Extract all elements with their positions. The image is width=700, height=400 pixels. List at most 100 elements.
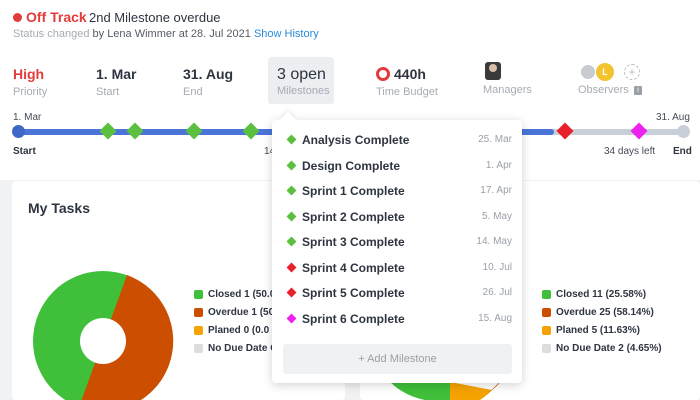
milestones-label: Milestones [277, 85, 330, 97]
milestone-name: Sprint 6 Complete [302, 311, 405, 326]
legend-item[interactable]: Closed 11 (25.58%) [542, 285, 662, 303]
legend-label: No Due Date 2 (4.65%) [556, 342, 662, 354]
milestone-name: Analysis Complete [302, 133, 410, 147]
milestone-date: 10. Jul [482, 261, 512, 273]
legend-swatch [542, 307, 551, 317]
milestone-name: Sprint 1 Complete [302, 184, 405, 198]
milestone-item-sprint-6[interactable]: Sprint 6 Complete 15. Aug [272, 307, 522, 332]
milestone-date: 17. Apr [480, 185, 512, 196]
manager-avatar[interactable] [485, 62, 501, 80]
milestone-item-analysis[interactable]: Analysis Complete 25. Mar [272, 128, 522, 153]
milestone-item-sprint-4[interactable]: Sprint 4 Complete 10. Jul [272, 256, 522, 281]
observer-avatar[interactable] [580, 64, 596, 80]
timeline-start-marker [12, 125, 25, 138]
observer-initial-avatar[interactable]: L [596, 63, 614, 81]
milestone-item-sprint-1[interactable]: Sprint 1 Complete 17. Apr [272, 179, 522, 204]
add-milestone-button[interactable]: + Add Milestone [283, 344, 512, 374]
kpi-milestones[interactable]: 3 open Milestones [268, 57, 334, 104]
kpi-start[interactable]: 1. Mar Start [96, 66, 136, 98]
legend-swatch [542, 343, 551, 353]
start-label: Start [96, 86, 120, 98]
legend-swatch [194, 289, 203, 299]
pie-slice-closed[interactable] [390, 382, 450, 400]
legend-swatch [542, 289, 551, 299]
milestone-diamond-icon [286, 211, 297, 221]
legend-label: Overdue 1 (50. [208, 306, 272, 318]
milestone-name: Design Complete [302, 158, 401, 173]
milestone-diamond-icon [286, 160, 297, 170]
days-left-label: 34 days left [604, 146, 656, 157]
info-icon[interactable]: i [634, 86, 642, 95]
milestone-name: Sprint 4 Complete [302, 260, 405, 275]
milestone-date: 14. May [476, 236, 512, 247]
status-label[interactable]: Off Track [26, 9, 87, 25]
pie-slice-planed[interactable] [450, 382, 492, 400]
milestone-diamond-icon [286, 262, 297, 272]
legend-swatch [194, 325, 203, 335]
legend-item[interactable]: Planed 5 (11.63%) [542, 321, 662, 339]
time-budget-ring-icon [376, 67, 390, 81]
milestone-date: 25. Mar [478, 134, 512, 145]
legend-label: No Due Date C [208, 342, 272, 354]
timeline-remaining-bar [548, 129, 685, 135]
milestones-dropdown: Analysis Complete 25. Mar Design Complet… [272, 120, 522, 383]
kpi-managers: Managers [483, 84, 532, 96]
timeline-end-date: 31. Aug [656, 112, 690, 123]
pie-slice-overdue[interactable] [79, 275, 174, 400]
milestone-name: Sprint 2 Complete [302, 209, 405, 224]
legend-item[interactable]: No Due Date C [194, 339, 272, 357]
tasks-summary-legend: Closed 11 (25.58%) Overdue 25 (58.14%) P… [542, 285, 662, 357]
end-label: End [183, 86, 203, 98]
kpi-time-budget[interactable]: 440h Time Budget [376, 66, 438, 98]
legend-item[interactable]: Planed 0 (0.0 [194, 321, 272, 339]
milestone-date: 1. Apr [485, 159, 512, 171]
timeline-end-label: End [673, 146, 692, 157]
legend-label: Planed 0 (0.0 [208, 324, 270, 336]
status-changed-by: by Lena Wimmer at 28. Jul 2021 [92, 28, 251, 40]
start-value: 1. Mar [96, 66, 137, 82]
observers-label: Observers [578, 84, 629, 96]
timeline-start-date: 1. Mar [13, 112, 42, 123]
legend-item[interactable]: Closed 1 (50.0 [194, 285, 272, 303]
priority-label: Priority [13, 86, 48, 98]
milestone-item-sprint-5[interactable]: Sprint 5 Complete 26. Jul [272, 281, 522, 306]
timeline-start-label: Start [13, 146, 36, 157]
time-budget-label: Time Budget [376, 86, 438, 98]
milestone-diamond-icon [286, 185, 297, 196]
my-tasks-pie-chart [33, 271, 174, 400]
milestone-item-sprint-2[interactable]: Sprint 2 Complete 5. May [272, 205, 522, 230]
legend-label: Closed 1 (50.0 [208, 288, 272, 300]
kpi-end[interactable]: 31. Aug End [183, 66, 233, 98]
legend-swatch [194, 307, 203, 317]
legend-item[interactable]: Overdue 25 (58.14%) [542, 303, 662, 321]
milestone-diamond-icon [286, 134, 297, 145]
status-dot-icon [13, 13, 22, 22]
legend-swatch [194, 343, 203, 353]
milestone-name: Sprint 5 Complete [302, 286, 405, 300]
legend-swatch [542, 325, 551, 335]
milestone-item-sprint-3[interactable]: Sprint 3 Complete 14. May [272, 230, 522, 255]
my-tasks-legend: Closed 1 (50.0 Overdue 1 (50. Planed 0 (… [194, 285, 272, 357]
legend-label: Planed 5 (11.63%) [556, 324, 640, 336]
legend-item[interactable]: Overdue 1 (50. [194, 303, 272, 321]
milestone-date: 5. May [481, 210, 512, 222]
priority-value: High [13, 66, 45, 82]
time-budget-value: 440h [394, 66, 426, 82]
show-history-link[interactable]: Show History [253, 28, 319, 40]
add-observer-button[interactable]: + [624, 64, 640, 80]
milestone-diamond-icon [286, 313, 297, 323]
kpi-priority[interactable]: High Priority [13, 66, 47, 98]
end-value: 31. Aug [183, 66, 234, 82]
legend-label: Closed 11 (25.58%) [556, 288, 647, 300]
legend-label: Overdue 25 (58.14%) [556, 306, 654, 318]
timeline-mid-label: 14 [264, 146, 276, 157]
milestone-diamond-icon [286, 236, 297, 247]
status-changed-line: Status changed by Lena Wimmer at 28. Jul… [13, 28, 319, 40]
kpi-observers: Observers [578, 84, 629, 96]
milestone-item-design[interactable]: Design Complete 1. Apr [272, 154, 522, 179]
milestone-name: Sprint 3 Complete [302, 235, 405, 249]
legend-item[interactable]: No Due Date 2 (4.65%) [542, 339, 662, 357]
timeline-end-marker [677, 125, 690, 138]
milestones-value: 3 open [277, 66, 326, 83]
milestone-diamond-icon [286, 287, 297, 298]
